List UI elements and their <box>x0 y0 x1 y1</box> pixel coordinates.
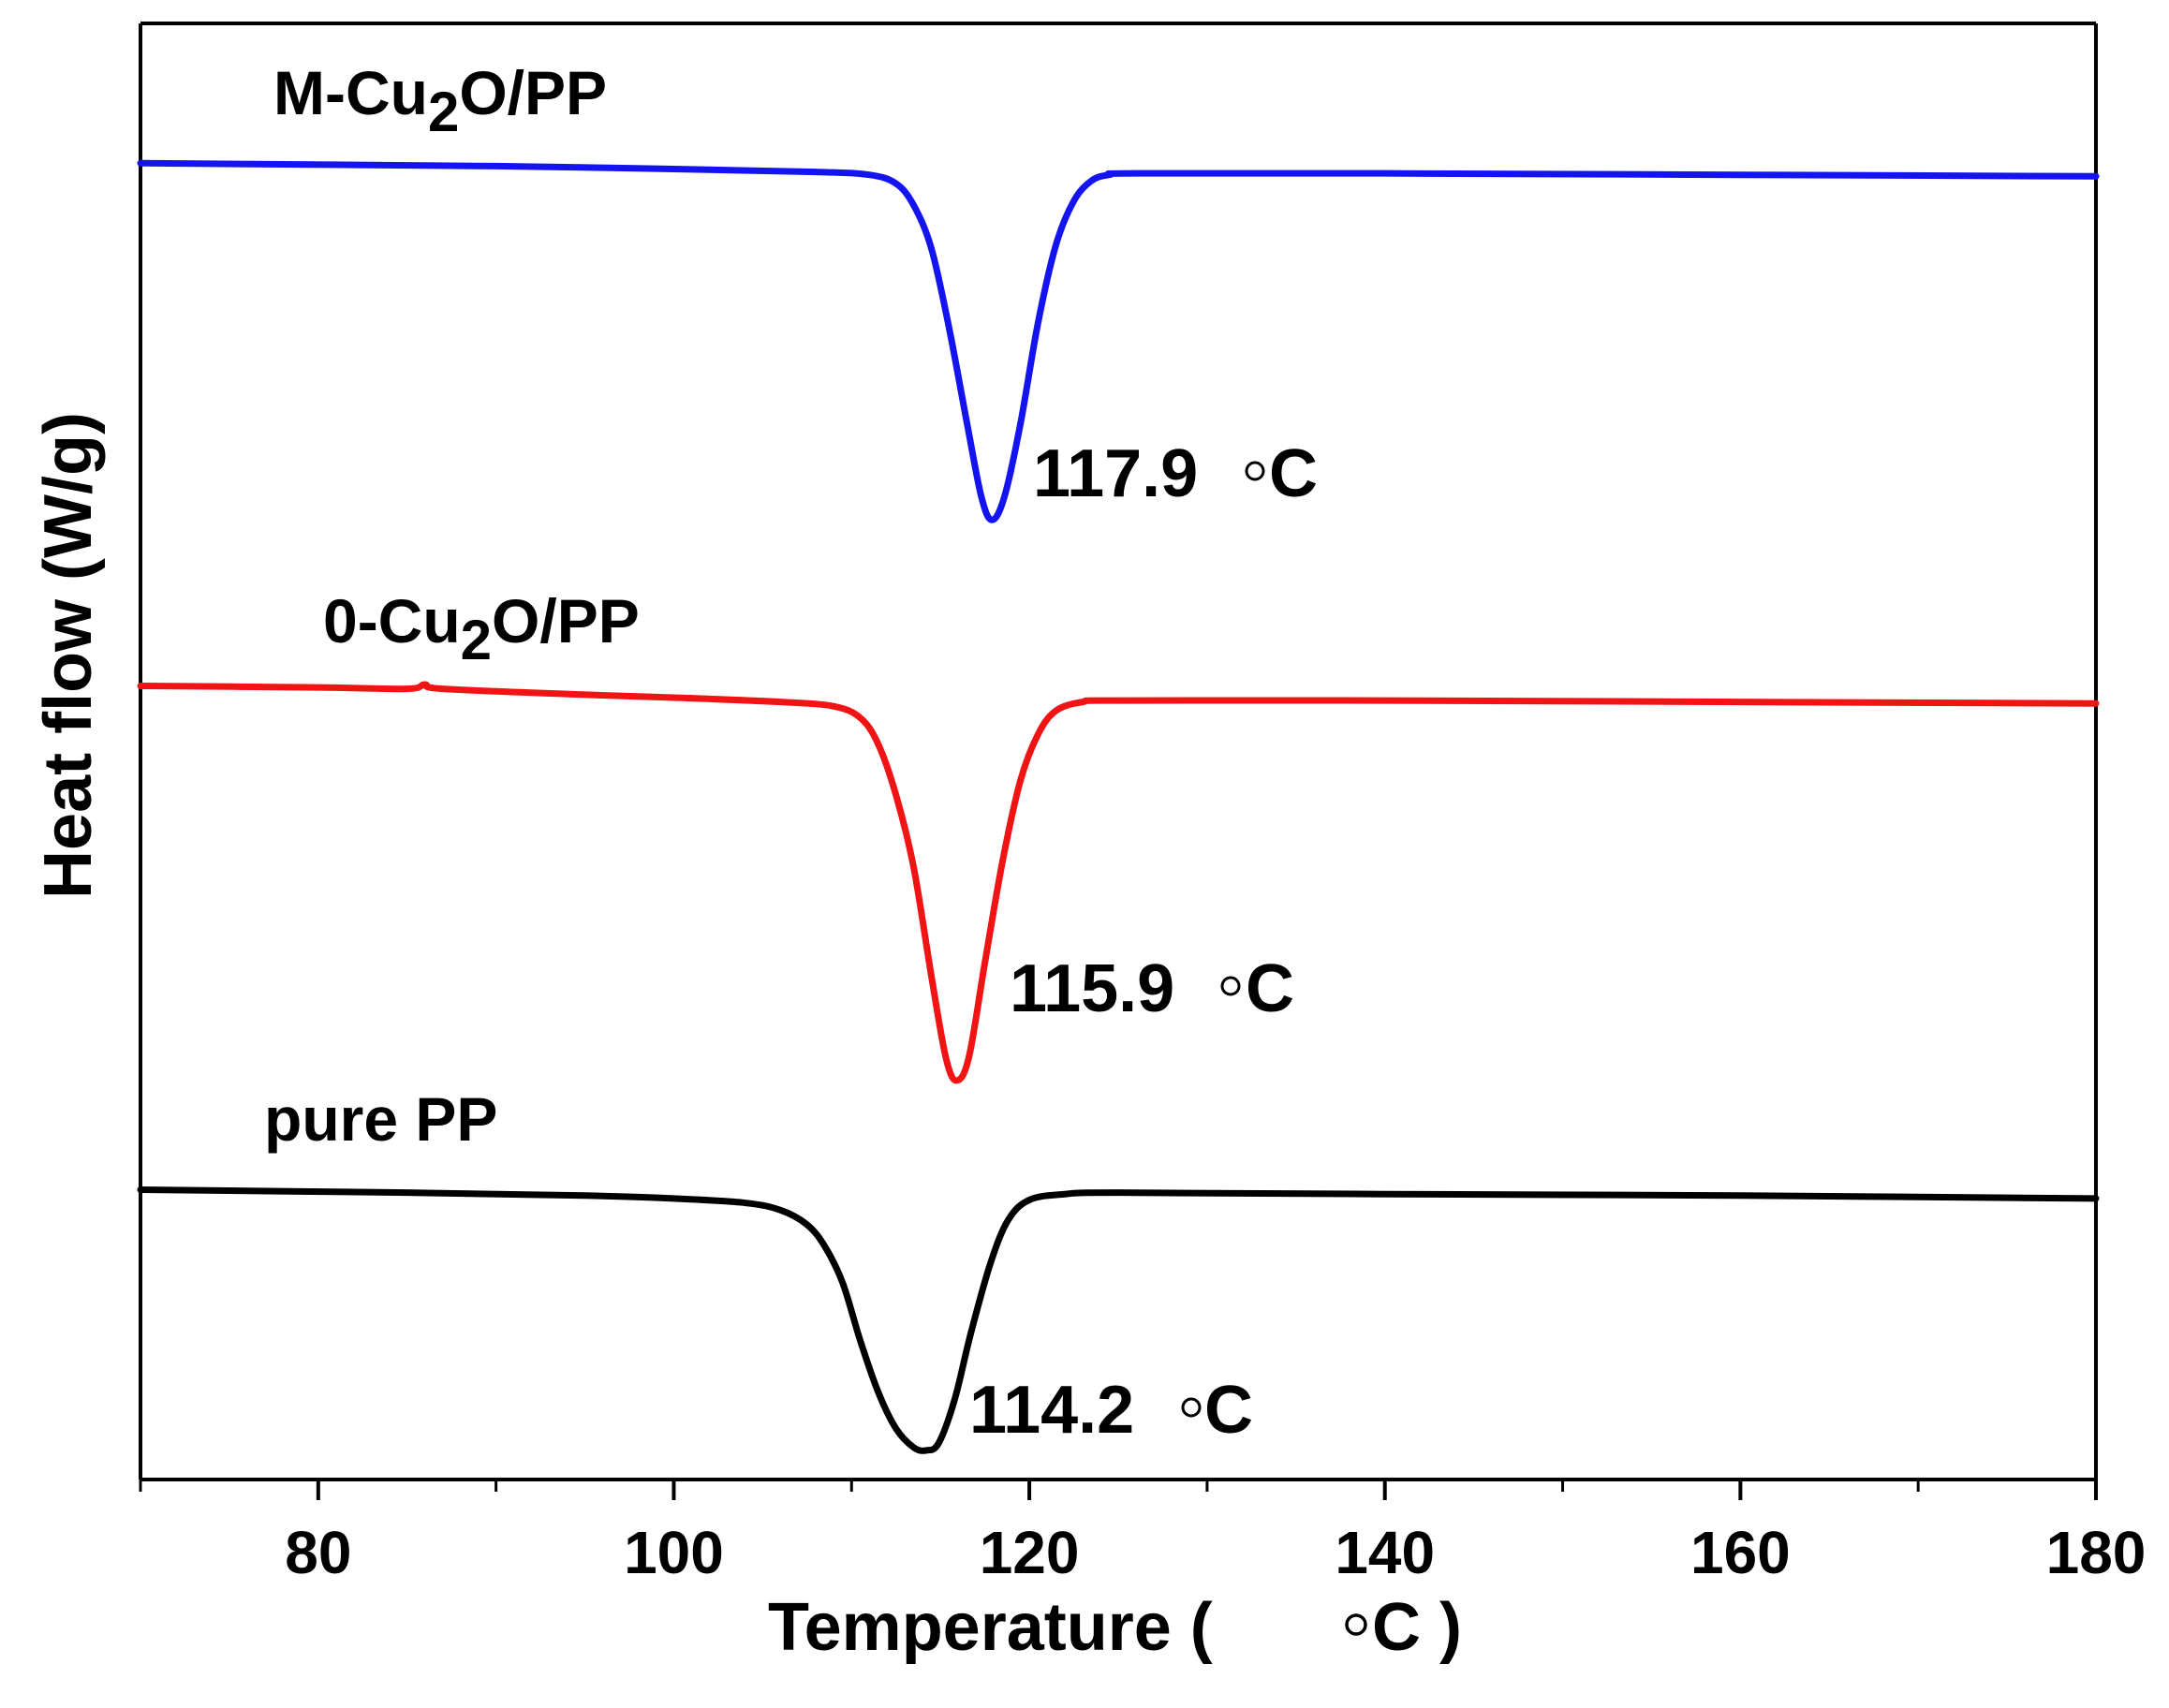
degree-icon <box>1220 976 1241 996</box>
series-label-main: pure PP <box>264 1084 497 1154</box>
series-group <box>137 159 2100 1454</box>
x-tick-label: 160 <box>1690 1519 1791 1586</box>
x-axis-title-text: Temperature ( <box>768 1590 1213 1665</box>
series-label-main: M-Cu <box>273 58 428 127</box>
peak-value: 117.9 <box>1033 436 1198 511</box>
series-label-main: 0-Cu <box>323 586 461 655</box>
x-tick-label: 80 <box>285 1519 351 1586</box>
x-tick-label: 140 <box>1335 1519 1435 1586</box>
series-line-m-cu2o-pp <box>137 159 2100 523</box>
peak-label-m-cu2o-pp: 117.9 C <box>1033 436 1318 511</box>
x-tick-label: 120 <box>980 1519 1080 1586</box>
peak-value: 115.9 <box>1010 951 1174 1026</box>
y-axis-title: Heat flow (W/g) <box>31 412 106 899</box>
peak-unit: C <box>1204 1373 1253 1448</box>
series-label-tail: O/PP <box>459 58 607 127</box>
peak-unit: C <box>1246 951 1294 1026</box>
series-label-m-cu2o-pp: M-Cu2O/PP <box>273 58 607 143</box>
series-label-0-cu2o-pp: 0-Cu2O/PP <box>323 586 640 671</box>
degree-icon <box>1245 461 1265 481</box>
series-label-pure-pp: pure PP <box>264 1084 497 1154</box>
x-axis-title: Temperature ( C ) <box>768 1590 1462 1665</box>
x-axis-title-unit: C ) <box>1372 1590 1462 1665</box>
degree-icon <box>1181 1397 1202 1418</box>
x-axis-ticks: 80 100 120 140 160 180 <box>139 1480 2147 1586</box>
peak-unit: C <box>1269 436 1318 511</box>
series-label-sub: 2 <box>428 81 459 143</box>
peak-label-pure-pp: 114.2 C <box>969 1373 1253 1448</box>
peak-label-0-cu2o-pp: 115.9 C <box>1010 951 1294 1026</box>
peak-value: 114.2 <box>969 1373 1134 1448</box>
axes-frame <box>139 22 2098 1481</box>
series-label-sub: 2 <box>461 609 492 671</box>
series-label-tail: O/PP <box>492 586 640 655</box>
series-line-0-cu2o-pp <box>137 681 2100 1084</box>
x-tick-label: 100 <box>624 1519 724 1586</box>
degree-icon <box>1345 1613 1367 1636</box>
series-line-pure-pp <box>137 1186 2100 1454</box>
x-tick-label: 180 <box>2046 1519 2147 1586</box>
